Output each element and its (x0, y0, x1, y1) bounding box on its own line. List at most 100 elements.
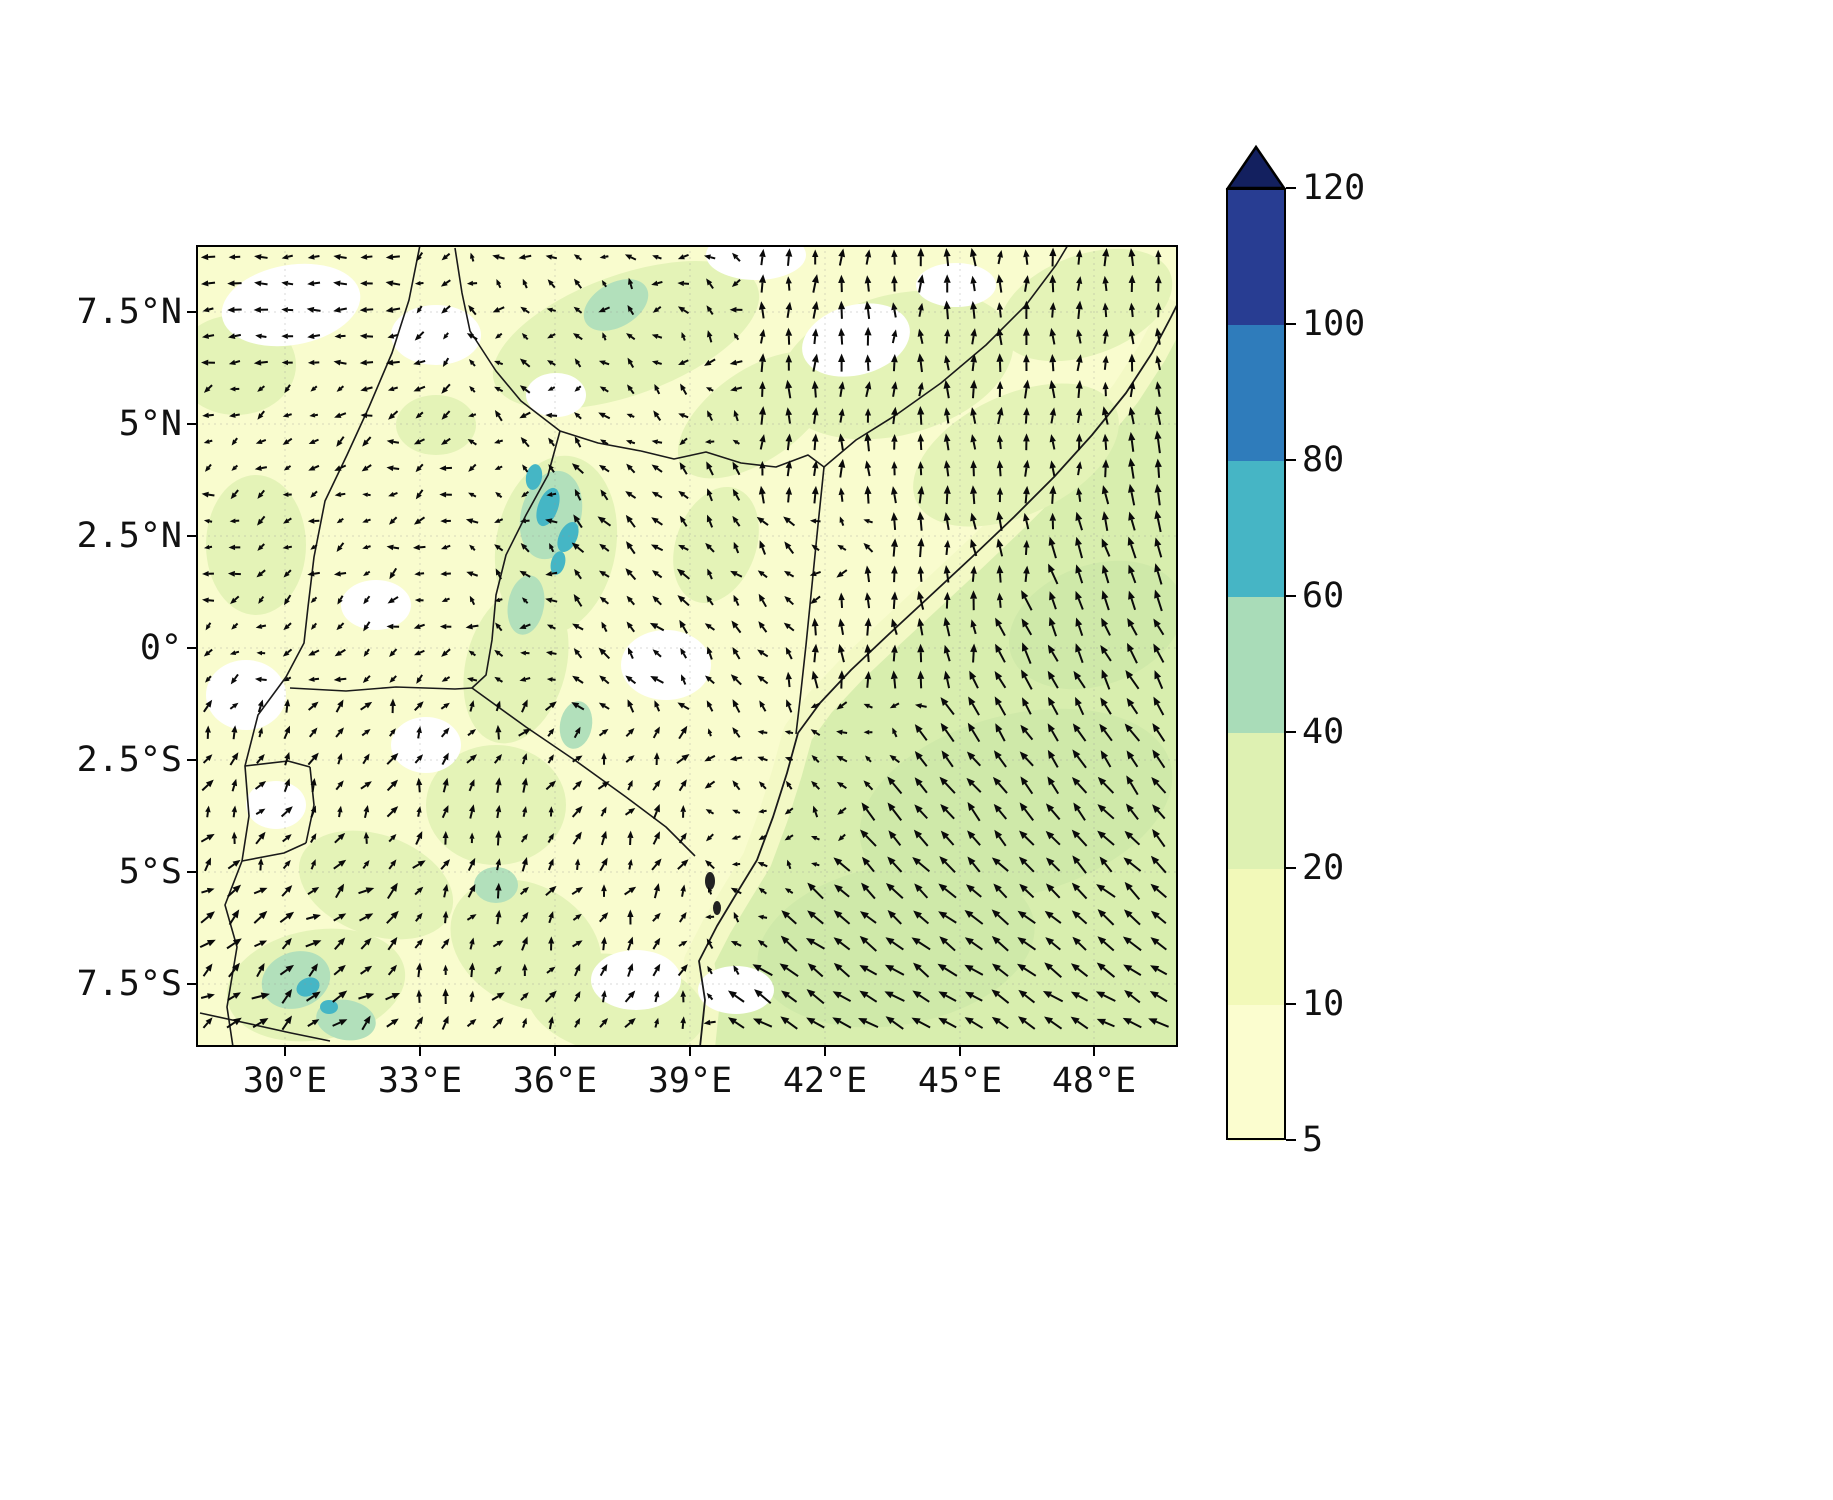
wind-arrow-head (359, 359, 367, 366)
wind-arrow-shaft (337, 758, 341, 765)
wind-arrow-head (600, 489, 607, 497)
wind-arrow-shaft (762, 678, 769, 685)
wind-arrow-head (677, 254, 685, 260)
wind-arrow-shaft (572, 758, 578, 763)
country-border (454, 247, 642, 452)
wind-arrow-shaft (496, 864, 500, 871)
wind-arrow-head (545, 518, 553, 524)
plot-frame (196, 245, 1178, 1047)
wind-arrow-head (732, 461, 739, 470)
wind-arrow-shaft (971, 808, 981, 822)
wind-arrow-shaft (287, 437, 293, 443)
wind-arrow-head (970, 300, 978, 310)
wind-arrow-head (229, 412, 236, 418)
wind-arrow-shaft (813, 1020, 825, 1029)
wind-arrow-head (680, 884, 686, 892)
wind-arrow-head (364, 701, 373, 709)
wind-arrow-head (416, 777, 423, 786)
wind-arrow-head (337, 883, 345, 893)
wind-arrow-head (654, 1017, 659, 1025)
wind-arrow-head (1072, 723, 1081, 733)
wind-arrow-shaft (1130, 414, 1135, 425)
wind-arrow-head (386, 465, 394, 472)
wind-arrow-shaft (734, 1021, 745, 1029)
wind-arrow-head (917, 485, 925, 495)
wind-arrow-head (362, 518, 369, 523)
wind-arrow-head (786, 859, 792, 867)
wind-arrow-shaft (683, 494, 689, 500)
wind-arrow-head (549, 885, 557, 893)
wind-arrow-shaft (1130, 544, 1137, 559)
wind-arrow-shaft (946, 256, 950, 267)
wind-arrow-head (364, 781, 372, 788)
wind-arrow-head (836, 703, 844, 710)
wind-arrow-head (1122, 1017, 1132, 1025)
country-border (241, 842, 307, 862)
wind-arrow-head (1021, 590, 1029, 600)
wind-arrow-head (811, 353, 819, 363)
wind-arrow-head (914, 883, 923, 893)
wind-arrow-head (1101, 564, 1109, 574)
wind-arrow-head (912, 857, 922, 866)
wind-arrow-shaft (841, 833, 846, 838)
wind-arrow-head (653, 990, 660, 998)
wind-arrow-head (390, 910, 399, 920)
wind-arrow-head (205, 676, 211, 683)
wind-arrow-head (1049, 407, 1057, 416)
wind-arrow-head (627, 384, 634, 392)
wind-arrow-shaft (998, 282, 1003, 293)
wind-arrow-head (363, 571, 369, 577)
wind-arrow-shaft (386, 889, 395, 900)
x-tick-mark (824, 1047, 826, 1056)
wind-arrow-shaft (918, 388, 922, 397)
wind-arrow-head (494, 518, 501, 523)
wind-arrow-head (628, 1017, 636, 1026)
wind-arrow-head (991, 909, 1001, 918)
wind-arrow-shaft (709, 283, 714, 290)
wind-arrow-shaft (548, 1022, 553, 1030)
wind-arrow-shaft (736, 810, 741, 814)
wind-arrow-shaft (841, 569, 848, 575)
wind-arrow-head (970, 538, 977, 548)
wind-arrow-head (627, 830, 634, 839)
wind-arrow-head (338, 1019, 348, 1026)
wind-arrow-head (574, 436, 581, 444)
wind-arrow-head (1049, 354, 1057, 363)
country-border (244, 760, 311, 768)
wind-arrow-head (231, 752, 239, 761)
wind-arrow-shaft (576, 494, 582, 501)
wind-arrow-shaft (841, 784, 847, 790)
wind-arrow-shaft (261, 335, 267, 338)
wind-arrow-shaft (261, 385, 266, 390)
wind-arrow-shaft (414, 705, 420, 711)
wind-arrow-shaft (287, 517, 292, 522)
wind-arrow-head (519, 623, 527, 629)
wind-arrow-head (310, 597, 317, 603)
wind-arrow-shaft (1076, 362, 1081, 372)
wind-arrow-shaft (279, 915, 289, 924)
wind-arrow-shaft (657, 361, 662, 365)
colorbar-tick-label: 20 (1302, 848, 1345, 888)
wind-arrow-shaft (815, 547, 820, 552)
wind-arrow-head (1155, 355, 1162, 364)
wind-arrow-shaft (708, 652, 713, 660)
wind-arrow-head (205, 857, 211, 866)
wind-arrow-shaft (971, 967, 984, 976)
wind-arrow-head (232, 938, 242, 946)
wind-arrow-shaft (254, 942, 262, 948)
wind-arrow-head (681, 331, 686, 339)
wind-arrow-shaft (944, 941, 956, 952)
wind-arrow-shaft (279, 968, 289, 976)
wind-arrow-shaft (998, 730, 1006, 742)
wind-arrow-head (628, 808, 636, 815)
wind-arrow-head (494, 439, 501, 444)
wind-arrow-head (259, 940, 268, 947)
wind-arrow-shaft (573, 732, 579, 739)
wind-arrow-head (441, 597, 448, 602)
wind-arrow-shaft (629, 546, 636, 555)
y-tick-mark (187, 423, 196, 425)
wind-arrow-head (281, 333, 288, 339)
wind-arrow-shaft (202, 758, 209, 764)
wind-arrow-shaft (787, 546, 795, 555)
wind-arrow-head (838, 248, 846, 258)
